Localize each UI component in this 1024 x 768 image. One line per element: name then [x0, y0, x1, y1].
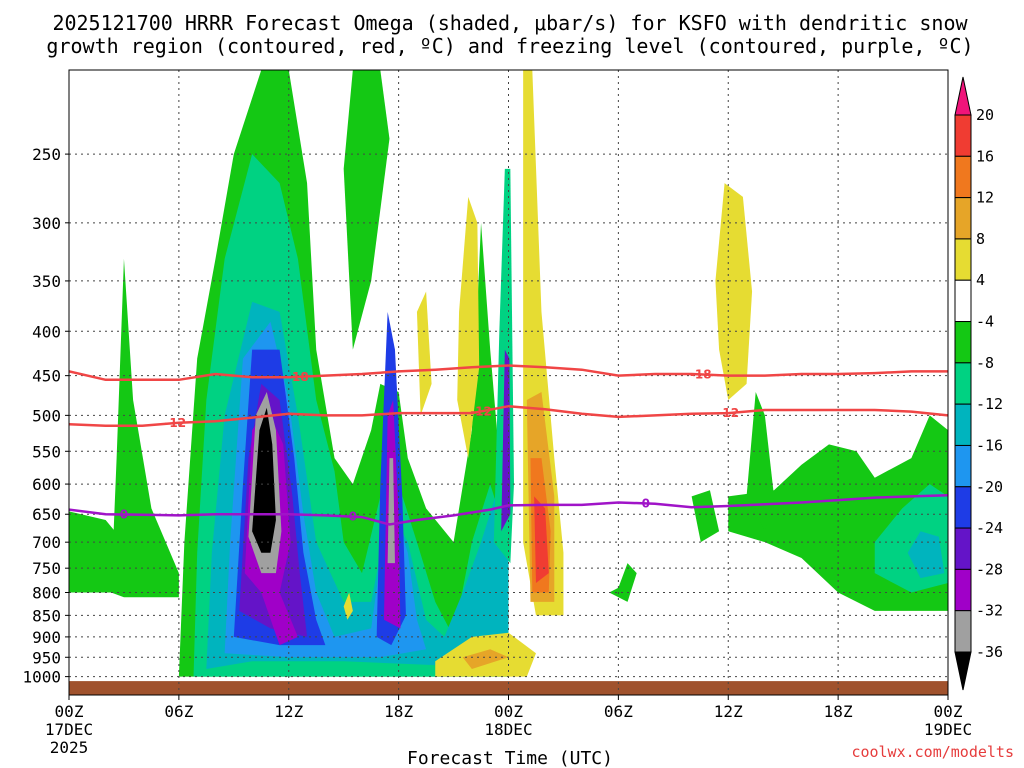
colorbar-swatch — [954, 197, 972, 240]
x-tick-label: 06Z — [604, 702, 633, 721]
colorbar-label: 4 — [976, 271, 985, 289]
colorbar-cap-bottom — [954, 651, 972, 691]
colorbar-label: -4 — [976, 313, 994, 331]
y-tick-label: 600 — [32, 475, 61, 494]
omega-region-orange-low — [462, 649, 509, 669]
y-tick-label: 850 — [32, 606, 61, 625]
x-tick-label: 18Z — [824, 702, 853, 721]
colorbar-label: -8 — [976, 354, 994, 372]
colorbar-swatch — [954, 568, 972, 612]
omega-shading — [69, 70, 948, 677]
omega-region-green-east-upper — [746, 392, 775, 532]
y-tick-label: 950 — [32, 648, 61, 667]
x-tick-label: 18Z — [384, 702, 413, 721]
y-axis: 250 300 350 400 450 500 550 600 650 700 750 800 850 9… — [22, 145, 69, 687]
x-tick-label: 2025 — [50, 738, 89, 757]
x-tick-label: 18DEC — [484, 720, 532, 739]
x-tick-label: 19DEC — [924, 720, 972, 739]
y-tick-label: 900 — [32, 628, 61, 647]
omega-region-green-west — [111, 258, 179, 598]
colorbar-label: 12 — [976, 189, 994, 207]
omega-region-green-edge — [69, 511, 124, 593]
contour-label-dgz-minus18: -18 — [287, 370, 309, 384]
colorbar-swatch — [954, 362, 972, 405]
y-tick-label: 300 — [32, 214, 61, 233]
colorbar-label: -32 — [976, 602, 1003, 620]
contour-label-dgz-minus12: -12 — [164, 416, 186, 430]
colorbar-label: -20 — [976, 478, 1003, 496]
y-tick-label: 350 — [32, 272, 61, 291]
contour-dgz-minus18 — [69, 364, 948, 382]
x-tick-label: 06Z — [164, 702, 193, 721]
y-tick-label: 750 — [32, 559, 61, 578]
x-tick-label: 00Z — [934, 702, 963, 721]
contour-label-freezing-level: 0 — [349, 510, 357, 524]
omega-region-green-patch-2 — [691, 490, 720, 543]
omega-region-yellow-19z — [416, 291, 432, 416]
omega-region-yellow-12z — [715, 183, 753, 400]
contour-lines: -18 -18 -12 -12 -12 0 0 0 — [69, 364, 948, 526]
y-tick-label: 550 — [32, 442, 61, 461]
colorbar-label: -28 — [976, 560, 1003, 578]
colorbar-swatch — [954, 610, 972, 653]
colorbar-swatch — [954, 527, 972, 570]
colorbar-label: -24 — [976, 519, 1003, 537]
omega-region-yellow-21z — [457, 196, 480, 459]
x-tick-label: 00Z — [494, 702, 523, 721]
contour-freezing-level — [69, 493, 948, 526]
colorbar-swatch — [954, 321, 972, 364]
colorbar-label: -16 — [976, 436, 1003, 454]
y-tick-label: 500 — [32, 406, 61, 425]
chart-title-line-2: growth region (contoured, red, ºC) and f… — [46, 34, 973, 58]
colorbar-label: -12 — [976, 395, 1003, 413]
colorbar-swatch — [954, 444, 972, 488]
plot-area: -18 -18 -12 -12 -12 0 0 0 — [68, 69, 949, 696]
colorbar: 20 16 12 8 4 -4 -8 -12 -16 -20 -24 -28 -32 -36 — [954, 76, 1003, 691]
contour-label-dgz-minus18: -18 — [690, 367, 712, 381]
y-tick-label: 700 — [32, 533, 61, 552]
y-tick-label: 800 — [32, 584, 61, 603]
omega-region-red-00z — [534, 496, 549, 583]
colorbar-label: -36 — [976, 643, 1003, 661]
y-tick-label: 450 — [32, 367, 61, 386]
colorbar-swatch — [954, 155, 972, 199]
contour-label-dgz-minus12: -12 — [717, 406, 739, 420]
colorbar-label: 16 — [976, 147, 994, 165]
omega-region-yellow-small — [343, 592, 353, 620]
y-tick-label: 1000 — [22, 668, 61, 687]
x-tick-label: 00Z — [55, 702, 84, 721]
contour-dgz-minus12 — [69, 404, 948, 428]
y-tick-label: 400 — [32, 322, 61, 341]
omega-region-cyan-east — [907, 531, 945, 579]
omega-region-black — [252, 407, 276, 553]
x-axis-title: Forecast Time (UTC) — [407, 748, 613, 768]
x-tick-label: 12Z — [274, 702, 303, 721]
contour-label-freezing-level: 0 — [642, 496, 650, 510]
y-tick-label: 650 — [32, 505, 61, 524]
y-tick-label: 250 — [32, 145, 61, 164]
x-tick-label: 12Z — [714, 702, 743, 721]
colorbar-swatch — [954, 403, 972, 446]
colorbar-label: 8 — [976, 230, 985, 248]
contour-label-freezing-level: 0 — [120, 508, 128, 522]
colorbar-swatch — [954, 486, 972, 529]
chart-title-line-1: 2025121700 HRRR Forecast Omega (shaded, … — [52, 11, 968, 35]
contour-label-dgz-minus12: -12 — [470, 404, 492, 418]
x-tick-label: 17DEC — [45, 720, 93, 739]
credit-text: coolwx.com/modelts — [851, 743, 1014, 761]
omega-region-green-upper — [343, 70, 390, 350]
colorbar-swatch — [954, 114, 972, 157]
colorbar-label: 20 — [976, 106, 994, 124]
colorbar-swatch — [954, 279, 972, 323]
colorbar-cap-top — [954, 76, 972, 116]
colorbar-swatch — [954, 238, 972, 281]
